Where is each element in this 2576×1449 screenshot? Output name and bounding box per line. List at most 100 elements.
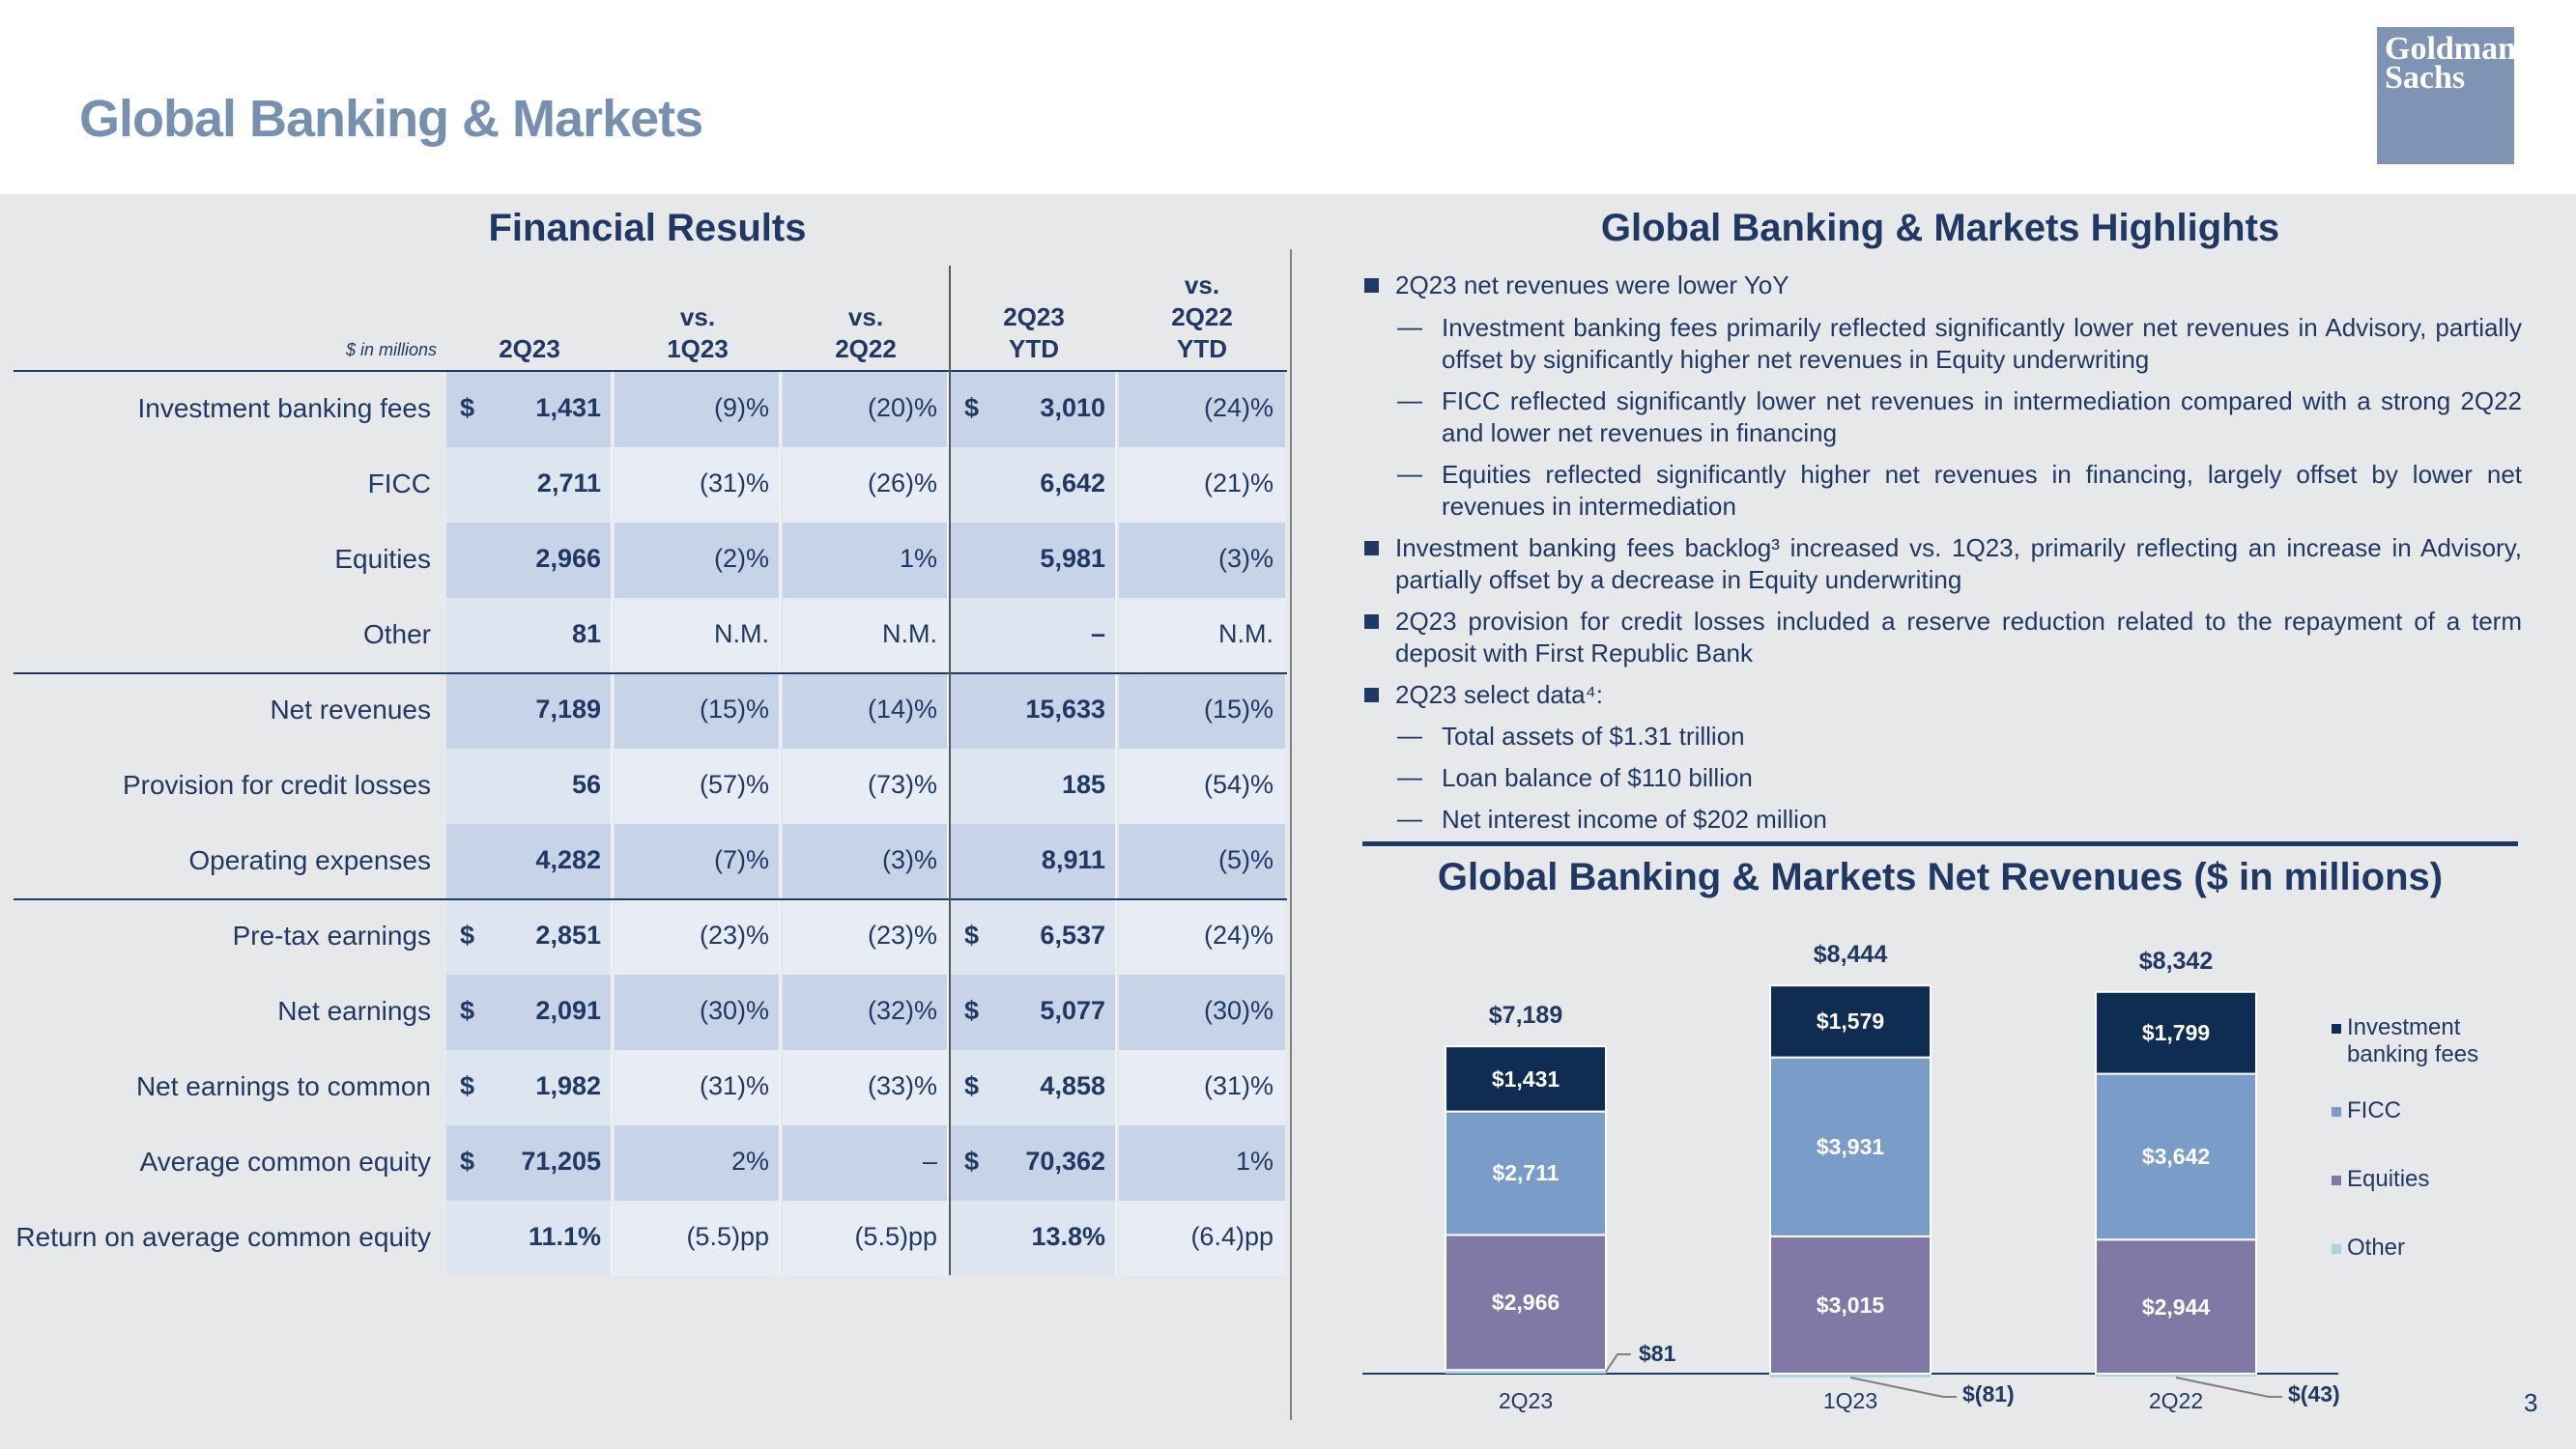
table-cell <box>951 523 1117 598</box>
cell-value: 7,189 <box>535 695 601 724</box>
table-cell <box>1119 673 1285 749</box>
row-label: Net earnings to common <box>135 1071 431 1101</box>
table-cell <box>446 1050 613 1125</box>
x-tick-label: 1Q23 <box>1822 1388 1878 1413</box>
dash-icon: — <box>1397 312 1422 341</box>
other-data-label: $(81) <box>1962 1381 2015 1406</box>
dollar-sign: $ <box>460 1147 475 1176</box>
table-cell <box>951 673 1117 749</box>
cell-value: 6,537 <box>1040 921 1105 950</box>
legend-swatch <box>2332 1176 2341 1185</box>
x-tick-label: 2Q23 <box>1498 1388 1554 1413</box>
cell-value: (26)% <box>867 469 937 497</box>
bar-total-label: $8,342 <box>2138 947 2214 975</box>
column-header-3-line3: 2Q22 <box>835 334 897 363</box>
cell-value: 1% <box>1235 1147 1274 1176</box>
cell-value: (21)% <box>1203 469 1274 497</box>
cell-value: 11.1% <box>528 1222 601 1251</box>
column-header-4-line3: YTD <box>1009 334 1059 363</box>
column-header-5-line3: YTD <box>1177 334 1227 363</box>
table-cell <box>446 975 613 1050</box>
dash-icon: — <box>1397 762 1422 791</box>
cell-value: 2% <box>730 1147 769 1176</box>
table-cell <box>1119 523 1285 598</box>
row-label: Operating expenses <box>188 845 431 875</box>
legend-entry: Investment banking fees <box>2347 1014 2478 1068</box>
bar-total-label: $7,189 <box>1488 1002 1563 1030</box>
table-cell <box>446 749 613 824</box>
page-title: Global Banking & Markets <box>79 90 703 148</box>
cell-value: 5,077 <box>1040 996 1105 1025</box>
cell-value: (73)% <box>867 770 937 799</box>
table-cell <box>783 673 949 749</box>
highlights-separator <box>1362 841 2518 846</box>
table-cell <box>446 598 613 673</box>
bar-data-label: $2,966 <box>1491 1290 1560 1316</box>
legend-entry-line-1: FICC <box>2347 1097 2401 1123</box>
table-cell <box>951 1125 1117 1201</box>
highlight-sub-bullet: Equities reflected significantly higher … <box>1442 460 2522 521</box>
table-header-rule <box>14 370 1287 372</box>
table-cell <box>615 824 781 899</box>
financial-results-heading: Financial Results <box>488 207 807 249</box>
bar-segment-other <box>1770 1374 1931 1378</box>
logo-line-1: Goldman <box>2385 31 2517 67</box>
table-cell <box>615 447 781 523</box>
column-header-2-line3: 1Q23 <box>667 334 729 363</box>
other-data-label: $(43) <box>2288 1381 2340 1406</box>
dollar-sign: $ <box>964 393 980 422</box>
other-data-label: $81 <box>1639 1341 1676 1366</box>
dollar-sign: $ <box>460 996 475 1025</box>
legend-entry-line-1: Investment <box>2347 1014 2461 1040</box>
table-cell <box>951 899 1117 975</box>
highlight-sub-bullet: Total assets of $1.31 trillion <box>1442 722 1745 751</box>
legend-swatch <box>2332 1244 2341 1254</box>
table-cell <box>615 1125 781 1201</box>
cell-value: (31)% <box>699 1071 769 1100</box>
cell-value: (32)% <box>867 996 937 1025</box>
bar-data-label: $2,711 <box>1492 1160 1560 1186</box>
highlight-bullet: 2Q23 select data⁴: <box>1395 680 1603 709</box>
table-cell <box>1119 1201 1285 1276</box>
table-cell <box>615 749 781 824</box>
column-header-5-line1: vs. <box>1184 270 1220 299</box>
table-cell <box>951 975 1117 1050</box>
cell-value: (24)% <box>1203 921 1274 950</box>
cell-value: 1% <box>899 544 937 573</box>
dollar-sign: $ <box>964 921 980 950</box>
cell-value: (14)% <box>867 695 937 724</box>
cell-value: 4,282 <box>535 845 601 874</box>
goldman-sachs-logo: Goldman Sachs <box>2377 27 2517 164</box>
cell-value: 2,966 <box>535 544 601 573</box>
column-header-2-line2: vs. <box>679 302 716 331</box>
cell-value: (9)% <box>713 393 769 422</box>
table-cell <box>615 975 781 1050</box>
table-cell <box>446 523 613 598</box>
cell-value: (31)% <box>1203 1071 1274 1100</box>
cell-value: (33)% <box>867 1071 937 1100</box>
table-cell <box>951 1050 1117 1125</box>
table-cell <box>951 447 1117 523</box>
dash-icon: — <box>1397 721 1422 750</box>
table-cell <box>783 899 949 975</box>
bar-segment-equities <box>2095 1238 2257 1375</box>
cell-value: 81 <box>571 619 601 648</box>
cell-value: (30)% <box>1203 996 1274 1025</box>
highlight-sub-bullet: Loan balance of $110 billion <box>1442 763 1753 792</box>
bar-segment-ficc <box>2095 1072 2257 1241</box>
dash-icon: — <box>1397 459 1422 488</box>
legend-swatch <box>2332 1024 2341 1034</box>
bar-segment-investment-banking-fees <box>1769 984 1932 1059</box>
cell-value: (57)% <box>699 770 769 799</box>
table-cell <box>615 523 781 598</box>
bar-data-label: $1,431 <box>1491 1065 1560 1092</box>
table-cell <box>615 598 781 673</box>
row-label: Average common equity <box>139 1147 431 1177</box>
legend-entry-line-1: Equities <box>2347 1166 2430 1192</box>
bar-data-label: $2,944 <box>2141 1293 2211 1320</box>
chart-heading: Global Banking & Markets Net Revenues ($… <box>1437 856 2444 898</box>
highlight-bullet: Investment banking fees backlog³ increas… <box>1395 533 2522 594</box>
table-cell <box>1119 1125 1285 1201</box>
table-cell <box>1119 1050 1285 1125</box>
row-label: FICC <box>367 469 431 498</box>
